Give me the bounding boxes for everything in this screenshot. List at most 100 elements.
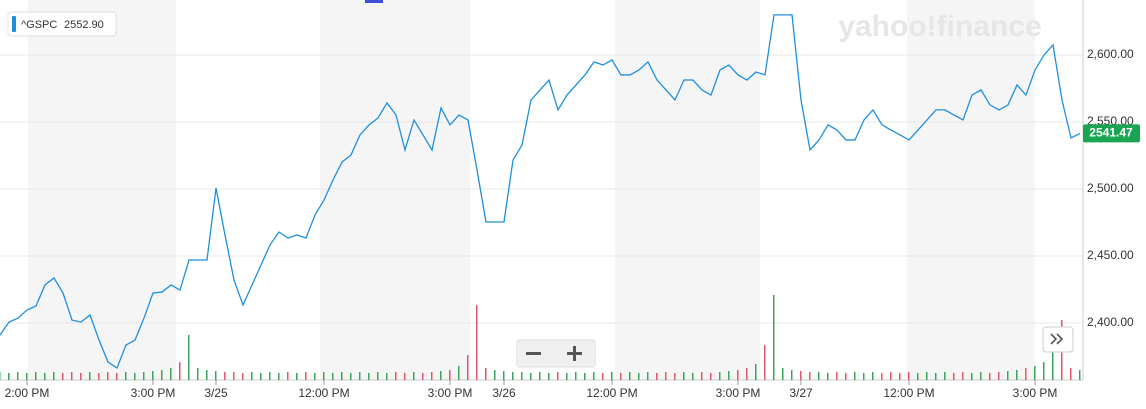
zoom-controls [516, 339, 596, 368]
volume-bar [782, 368, 784, 380]
volume-bar [53, 372, 55, 380]
volume-bar [188, 335, 190, 380]
expand-bg[interactable] [1042, 326, 1074, 353]
expand-button[interactable] [1042, 326, 1074, 353]
volume-bar [197, 368, 199, 380]
volume-bar [980, 372, 982, 380]
volume-bar [836, 372, 838, 380]
volume-bar [863, 373, 865, 380]
watermark: yahoo!finance [838, 10, 1041, 43]
volume-bar [548, 373, 550, 380]
volume-bar [989, 373, 991, 380]
volume-bar [377, 372, 379, 380]
volume-bar [350, 373, 352, 380]
volume-bar [1052, 350, 1054, 380]
volume-bar [8, 373, 10, 380]
volume-bar [296, 373, 298, 380]
volume-bar [692, 373, 694, 380]
volume-bar [962, 372, 964, 380]
volume-bar [305, 372, 307, 380]
session-band [28, 0, 176, 380]
volume-bar [620, 373, 622, 380]
volume-bar [521, 372, 523, 380]
volume-bar [872, 372, 874, 380]
volume-bar [332, 373, 334, 380]
volume-bar [314, 373, 316, 380]
volume-bar [809, 372, 811, 380]
x-tick-label: 12:00 PM [298, 386, 349, 400]
legend-symbol: ^GSPC [21, 19, 57, 31]
volume-bar [728, 371, 730, 380]
volume-bar [899, 373, 901, 380]
volume-bar [944, 372, 946, 380]
legend-swatch [12, 16, 16, 32]
zoom-out[interactable] [526, 352, 541, 355]
volume-bar [953, 373, 955, 380]
volume-bar [152, 371, 154, 380]
volume-bar [845, 373, 847, 380]
volume-bar [557, 372, 559, 380]
volume-bar [719, 372, 721, 380]
x-tick-label: 3:00 PM [716, 386, 761, 400]
volume-bar [440, 371, 442, 380]
y-tick-label: 2,400.00 [1087, 315, 1134, 329]
legend-box [7, 11, 117, 37]
volume-bar [512, 372, 514, 380]
volume-bar [584, 373, 586, 380]
volume-bar [89, 372, 91, 380]
volume-bar [764, 345, 766, 380]
volume-bar [746, 368, 748, 380]
volume-bar [134, 373, 136, 380]
legend-value: 2552.90 [64, 19, 104, 31]
volume-bar [1034, 366, 1036, 380]
volume-bar [260, 373, 262, 380]
volume-bar [431, 372, 433, 380]
volume-bar [269, 372, 271, 380]
volume-bar [971, 373, 973, 380]
volume-bar [1007, 371, 1009, 380]
volume-bar [827, 373, 829, 380]
volume-bar [206, 370, 208, 380]
volume-bar [26, 373, 28, 380]
volume-bar [800, 371, 802, 380]
volume-bar [224, 372, 226, 380]
session-band [615, 0, 760, 380]
x-tick-label: 3/26 [492, 386, 516, 400]
volume-bar [701, 372, 703, 380]
volume-bar [71, 372, 73, 380]
y-tick-label: 2,500.00 [1087, 181, 1134, 195]
volume-bar [35, 372, 37, 380]
volume-bar [1016, 370, 1018, 380]
volume-bar [170, 368, 172, 380]
volume-bar [710, 373, 712, 380]
top-marker [365, 0, 383, 3]
volume-bar [566, 373, 568, 380]
volume-bar [818, 372, 820, 380]
volume-bar [44, 373, 46, 380]
price-line [0, 14, 1081, 370]
volume-bar [755, 364, 757, 380]
volume-bar [629, 372, 631, 380]
last-price-tag: 2541.47 [1083, 124, 1140, 143]
volume-bar [323, 372, 325, 380]
volume-bar [449, 370, 451, 380]
volume-bar [467, 355, 469, 380]
last-price-label: 2541.47 [1089, 126, 1133, 140]
volume-bar [359, 372, 361, 380]
volume-bar [404, 373, 406, 380]
plot: 2,400.002,450.002,500.002,550.002,600.00… [0, 0, 1134, 400]
session-band [320, 0, 470, 380]
volume-bar [494, 370, 496, 380]
expand-icon [1050, 333, 1064, 345]
y-tick-label: 2,600.00 [1087, 47, 1134, 61]
volume-bar [242, 373, 244, 380]
volume-bar [458, 366, 460, 380]
x-tick-label: 3:00 PM [1013, 386, 1058, 400]
volume-bar [107, 372, 109, 380]
volume-bar [1079, 370, 1081, 380]
x-tick-label: 2:00 PM [5, 386, 50, 400]
volume-bar [278, 373, 280, 380]
volume-bar [233, 372, 235, 380]
volume-bar [935, 373, 937, 380]
volume-bar [683, 372, 685, 380]
